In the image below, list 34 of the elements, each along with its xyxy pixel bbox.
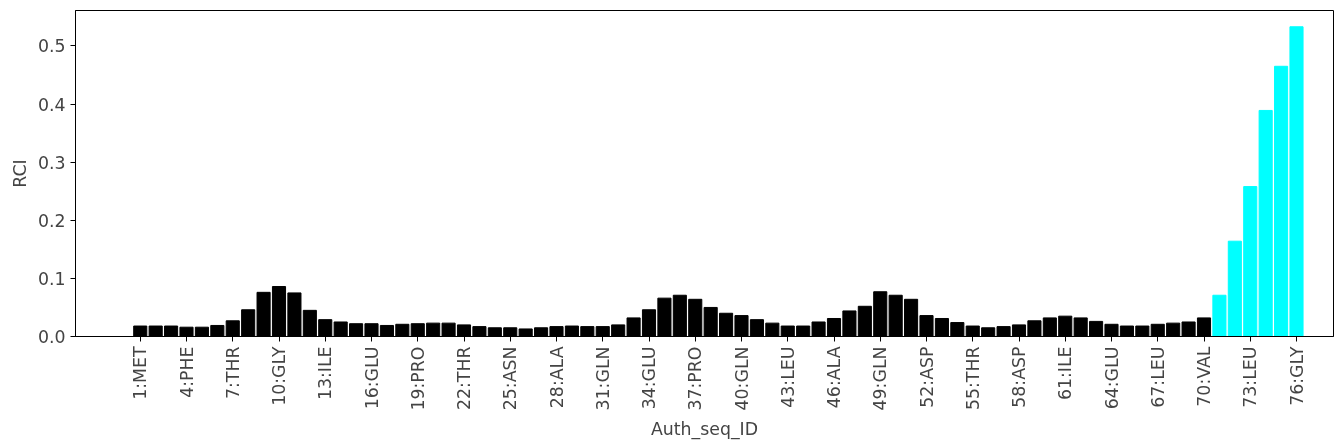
x-tick-label: 76:GLY <box>1286 346 1307 406</box>
x-tick-label: 64:GLU <box>1101 346 1122 410</box>
x-tick-label: 4:PHE <box>176 346 197 398</box>
x-tick-label: 13:ILE <box>315 346 336 401</box>
x-tick-label: 46:ALA <box>824 346 844 409</box>
y-tick-label: 0.1 <box>37 268 66 289</box>
y-tick-label: 0.4 <box>37 94 66 115</box>
y-tick-label: 0.0 <box>37 327 66 347</box>
x-tick-label: 34:GLU <box>639 346 659 410</box>
x-tick-label: 55:THR <box>962 346 983 411</box>
x-tick-label: 43:LEU <box>777 346 798 408</box>
y-tick-label: 0.5 <box>37 36 66 57</box>
x-tick-label: 1:MET <box>130 346 151 400</box>
x-tick-label: 22:THR <box>454 346 474 411</box>
y-axis-title: RCI <box>9 159 30 188</box>
x-tick-label: 49:GLN <box>870 346 891 411</box>
x-tick-label: 52:ASP <box>916 346 937 408</box>
x-tick-label: 7:THR <box>222 346 243 400</box>
x-tick-label: 61:ILE <box>1055 346 1076 401</box>
x-tick-label: 10:GLY <box>269 346 289 406</box>
x-tick-label: 70:VAL <box>1194 346 1214 407</box>
x-tick-label: 31:GLN <box>592 346 613 411</box>
x-tick-label: 40:GLN <box>731 346 752 411</box>
x-tick-label: 37:PRO <box>685 346 706 411</box>
x-tick-label: 28:ALA <box>546 346 567 409</box>
x-axis-title: Auth_seq_ID <box>650 418 759 440</box>
x-tick-label: 16:GLU <box>361 346 382 410</box>
y-tick-label: 0.3 <box>37 152 66 173</box>
x-tick-label: 19:PRO <box>407 346 428 411</box>
x-tick-label: 67:LEU <box>1147 346 1168 408</box>
y-tick-label: 0.2 <box>37 210 66 231</box>
x-tick-label: 25:ASN <box>500 346 521 411</box>
x-tick-label: 73:LEU <box>1240 346 1261 408</box>
x-tick-label: 58:ASP <box>1009 346 1029 408</box>
